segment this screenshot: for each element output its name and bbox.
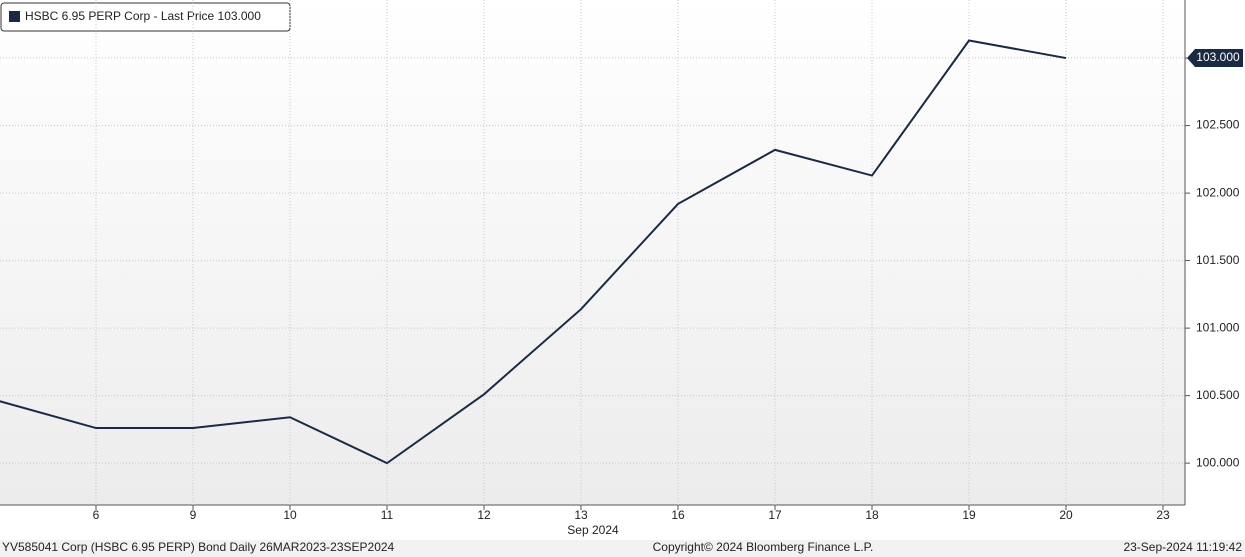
x-tick-label: 18 [865,508,879,522]
x-tick-label: 17 [768,508,782,522]
y-tick-label: 102.000 [1196,185,1240,199]
footer-band [0,540,1245,557]
y-tick-label: 100.000 [1196,455,1240,469]
last-price-tag [1187,49,1243,68]
x-tick-label: 6 [93,508,100,522]
footer-center: Copyright© 2024 Bloomberg Finance L.P. [653,540,874,554]
last-price-label: 103.000 [1196,50,1240,64]
y-tick-label: 102.500 [1196,118,1240,132]
legend-label: HSBC 6.95 PERP Corp - Last Price 103.000 [25,9,261,23]
x-tick-label: 19 [962,508,976,522]
x-tick-label: 20 [1059,508,1073,522]
x-tick-label: 10 [283,508,297,522]
x-tick-label: 9 [190,508,197,522]
x-tick-label: 23 [1156,508,1170,522]
x-tick-label: 11 [381,508,394,522]
y-tick-label: 101.000 [1196,320,1240,334]
plot-background [0,0,1185,505]
legend: HSBC 6.95 PERP Corp - Last Price 103.000 [0,2,291,32]
price-line [0,39,1067,465]
x-tick-label: 13 [574,508,588,522]
footer-left: YV585041 Corp (HSBC 6.95 PERP) Bond Dail… [2,540,395,554]
legend-box [0,2,291,32]
y-tick-label: 100.500 [1196,388,1240,402]
y-tick-label: 101.500 [1196,253,1240,267]
x-tick-label: 16 [671,508,685,522]
x-tick-label: 12 [477,508,491,522]
footer-right: 23-Sep-2024 11:19:42 [1123,540,1242,554]
legend-swatch [9,11,20,22]
x-axis-label: Sep 2024 [567,523,619,537]
